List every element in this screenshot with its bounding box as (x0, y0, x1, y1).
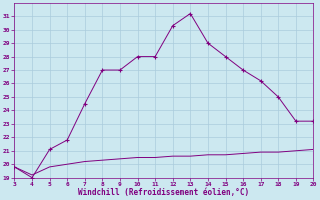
X-axis label: Windchill (Refroidissement éolien,°C): Windchill (Refroidissement éolien,°C) (78, 188, 250, 197)
